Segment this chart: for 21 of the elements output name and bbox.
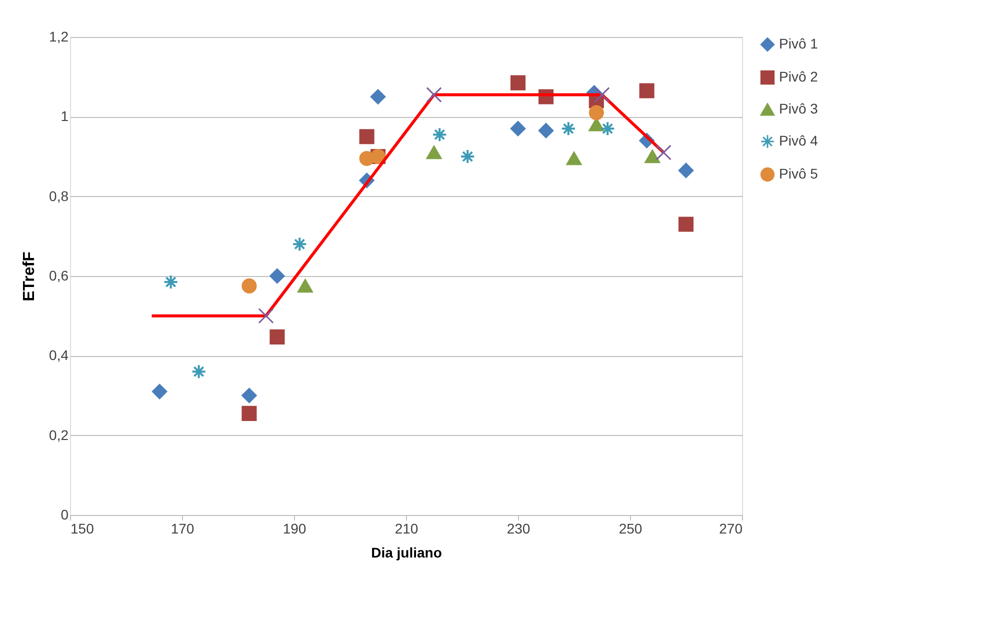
legend-label: Pivô 5 <box>779 166 818 182</box>
legend-label: Pivô 2 <box>779 68 818 84</box>
x-tick-label: 170 <box>170 520 194 536</box>
y-tick-label: 0,4 <box>49 347 69 364</box>
x-tick-label: 190 <box>282 520 306 536</box>
y-tick-label: 0,8 <box>49 188 69 204</box>
x-tick-label: 230 <box>506 520 530 536</box>
x-tick-label: 150 <box>70 520 94 536</box>
x-tick-label: 270 <box>719 520 743 536</box>
y-tick-label: 1,2 <box>49 28 69 44</box>
y-tick-label: 0 <box>60 506 69 522</box>
y-axis-title: ETrefF <box>21 251 38 302</box>
x-tick-label: 210 <box>394 520 418 536</box>
legend-label: Pivô 1 <box>779 36 818 52</box>
y-tick-label: 0,6 <box>49 268 69 284</box>
legend-label: Pivô 4 <box>779 132 818 148</box>
legend-label: Pivô 3 <box>779 100 818 116</box>
y-tick-label: 1 <box>60 108 69 124</box>
y-tick-label: 0,2 <box>49 426 69 443</box>
x-tick-label: 250 <box>618 520 642 536</box>
x-axis-title: Dia juliano <box>371 544 442 560</box>
